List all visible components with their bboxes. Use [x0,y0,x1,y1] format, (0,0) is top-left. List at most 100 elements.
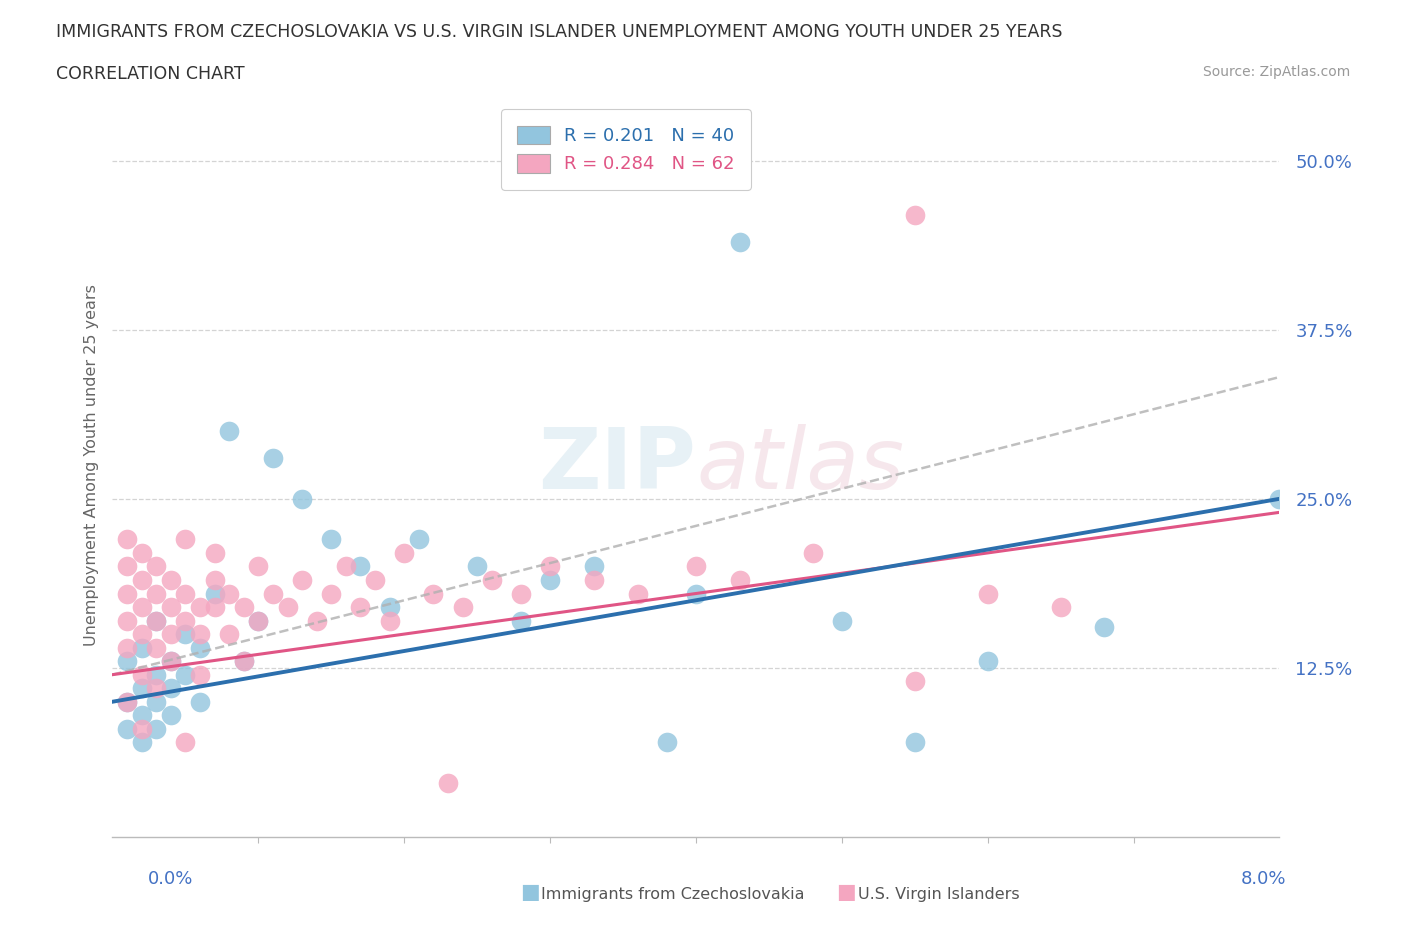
Point [131,681,153,696]
Point [1049,600,1071,615]
Point [160,654,183,669]
Point [145,681,167,696]
Point [538,573,561,588]
Point [685,586,707,601]
Point [218,586,240,601]
Point [131,667,153,682]
Text: 8.0%: 8.0% [1241,870,1286,887]
Point [349,600,371,615]
Point [160,600,183,615]
Point [408,532,430,547]
Point [305,613,328,628]
Point [188,627,211,642]
Point [174,627,197,642]
Point [291,573,314,588]
Point [115,654,138,669]
Text: Immigrants from Czechoslovakia: Immigrants from Czechoslovakia [541,887,804,902]
Point [188,640,211,655]
Point [232,654,254,669]
Point [509,586,531,601]
Point [364,573,387,588]
Point [204,600,226,615]
Point [481,573,503,588]
Point [174,586,197,601]
Point [145,722,167,737]
Point [335,559,357,574]
Point [801,546,824,561]
Point [145,695,167,710]
Point [685,559,707,574]
Point [188,600,211,615]
Point [131,640,153,655]
Point [582,559,605,574]
Text: atlas: atlas [696,423,904,507]
Point [145,640,167,655]
Point [218,424,240,439]
Point [131,735,153,750]
Point [232,654,254,669]
Point [204,546,226,561]
Point [509,613,531,628]
Text: 0.0%: 0.0% [148,870,193,887]
Point [174,613,197,628]
Point [976,654,998,669]
Point [115,613,138,628]
Point [321,586,343,601]
Point [160,654,183,669]
Point [728,234,751,249]
Point [538,559,561,574]
Point [115,695,138,710]
Point [465,559,488,574]
Point [131,708,153,723]
Point [115,586,138,601]
Point [174,532,197,547]
Text: ZIP: ZIP [538,423,696,507]
Point [976,586,998,601]
Text: U.S. Virgin Islanders: U.S. Virgin Islanders [858,887,1019,902]
Point [131,573,153,588]
Point [160,708,183,723]
Text: IMMIGRANTS FROM CZECHOSLOVAKIA VS U.S. VIRGIN ISLANDER UNEMPLOYMENT AMONG YOUTH : IMMIGRANTS FROM CZECHOSLOVAKIA VS U.S. V… [56,23,1063,41]
Point [394,546,416,561]
Point [262,451,284,466]
Point [728,573,751,588]
Point [437,776,460,790]
Point [115,532,138,547]
Point [115,695,138,710]
Point [174,735,197,750]
Point [904,207,927,222]
Point [627,586,650,601]
Legend: R = 0.201   N = 40, R = 0.284   N = 62: R = 0.201 N = 40, R = 0.284 N = 62 [501,110,751,190]
Point [131,600,153,615]
Point [160,573,183,588]
Point [904,674,927,689]
Point [204,586,226,601]
Point [378,600,401,615]
Point [291,491,314,506]
Point [160,681,183,696]
Point [145,667,167,682]
Point [188,695,211,710]
Point [174,667,197,682]
Point [655,735,678,750]
Point [145,586,167,601]
Text: Source: ZipAtlas.com: Source: ZipAtlas.com [1202,65,1350,79]
Point [247,613,270,628]
Point [582,573,605,588]
Point [247,613,270,628]
Text: ■: ■ [837,882,856,902]
Point [131,546,153,561]
Point [145,559,167,574]
Point [131,627,153,642]
Text: CORRELATION CHART: CORRELATION CHART [56,65,245,83]
Point [276,600,298,615]
Point [188,667,211,682]
Point [218,627,240,642]
Point [262,586,284,601]
Point [321,532,343,547]
Point [378,613,401,628]
Point [247,559,270,574]
Text: ■: ■ [520,882,540,902]
Point [115,722,138,737]
Point [422,586,444,601]
